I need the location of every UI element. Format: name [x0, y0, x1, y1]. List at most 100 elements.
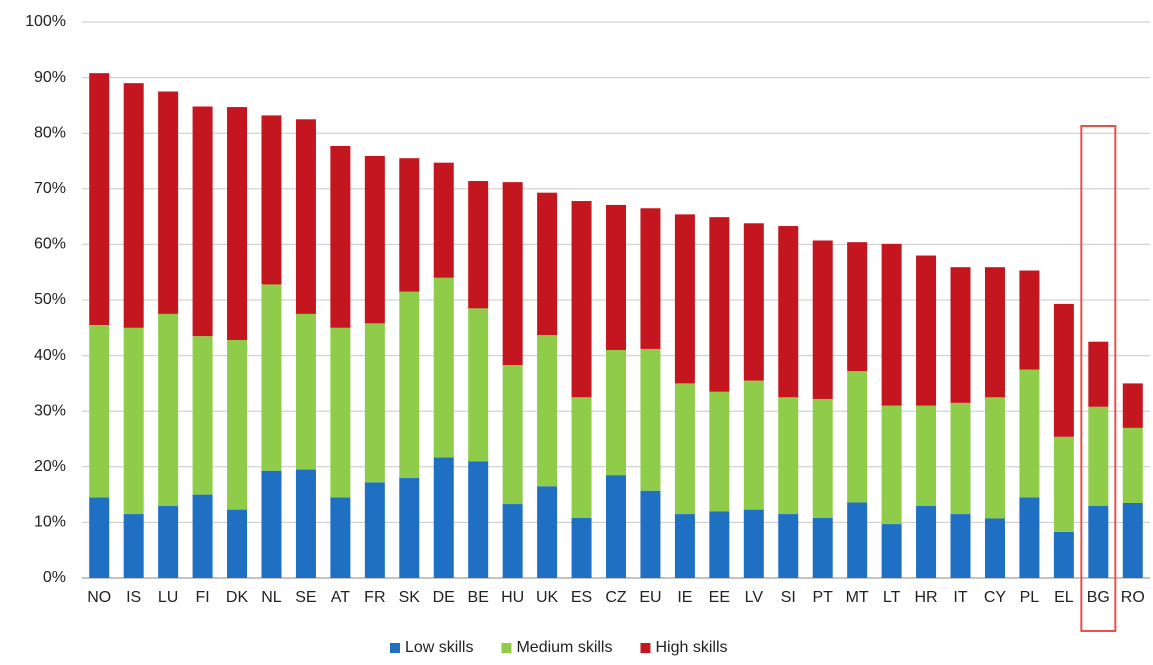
x-tick-label: PL [1020, 589, 1040, 606]
bar-segment [399, 477, 420, 578]
bar-segment [778, 397, 799, 515]
bar-segment [433, 277, 454, 458]
bar-segment [709, 391, 730, 512]
bar-segment [502, 182, 523, 366]
x-tick-label: EE [709, 589, 730, 606]
x-tick-label: RO [1121, 589, 1145, 606]
bar-segment [709, 511, 730, 578]
bar-segment [571, 517, 592, 578]
bar-segment [502, 504, 523, 578]
x-tick-label: SI [781, 589, 796, 606]
x-tick-label: PT [812, 589, 833, 606]
y-tick-label: 20% [34, 458, 66, 475]
bar-segment [1053, 303, 1074, 437]
bar-segment [295, 469, 316, 578]
x-tick-label: SE [295, 589, 316, 606]
bar-segment [916, 405, 937, 506]
bar-segment [916, 255, 937, 406]
bar-segment [812, 240, 833, 399]
y-tick-label: 80% [34, 124, 66, 141]
bar-segment [606, 204, 626, 351]
bar-segment [1088, 406, 1109, 506]
y-tick-label: 90% [34, 69, 66, 86]
bar-segment [330, 145, 351, 328]
x-tick-label: MT [846, 589, 869, 606]
bar-segment [606, 475, 626, 578]
bar-segment [502, 365, 523, 505]
bar-segment [1019, 270, 1040, 370]
bar-segment [399, 291, 420, 478]
bar-segment [158, 313, 179, 506]
bar-segment [1053, 436, 1074, 532]
bar-segment [330, 497, 351, 578]
bar-segment [812, 398, 833, 518]
bar-segment [881, 524, 902, 578]
legend-swatch [501, 643, 512, 653]
bar-segment [433, 162, 454, 278]
bar-segment [640, 490, 661, 578]
bar-segment [364, 323, 385, 483]
bar-segment [227, 509, 248, 578]
bar-segment [916, 505, 937, 578]
bar-segment [468, 461, 489, 578]
bar-segment [433, 457, 454, 578]
bar-segment [261, 115, 282, 285]
bar-segment [158, 505, 179, 578]
bar-segment [192, 336, 213, 495]
bar-segment [89, 325, 110, 498]
bar-segment [192, 494, 213, 578]
bar-segment [468, 308, 489, 462]
x-tick-label: UK [536, 589, 559, 606]
bar-segment [778, 226, 799, 398]
bar-segment [743, 509, 764, 578]
bar-segment [1088, 341, 1109, 407]
bar-segment [640, 208, 661, 349]
x-tick-label: LT [883, 589, 901, 606]
x-tick-label: EU [639, 589, 661, 606]
bar-segment [158, 91, 179, 314]
bar-segment [674, 514, 695, 578]
bar-segment [606, 350, 626, 476]
bar-segment [881, 405, 902, 525]
bar-segment [950, 402, 971, 515]
x-tick-label: DK [226, 589, 249, 606]
x-tick-label: IE [677, 589, 692, 606]
bar-segment [709, 217, 730, 392]
highlight-box [1080, 125, 1117, 632]
bar-segment [89, 497, 110, 578]
x-tick-label: CY [984, 589, 1007, 606]
bar-segment [261, 470, 282, 578]
x-tick-label: SK [399, 589, 421, 606]
bar-segment [847, 242, 868, 372]
x-tick-label: BG [1087, 589, 1110, 606]
bar-segment [295, 313, 316, 470]
bar-segment [261, 284, 282, 471]
bar-segment [364, 482, 385, 578]
x-tick-label: LU [158, 589, 178, 606]
bar-segment [537, 335, 558, 487]
x-tick-label: EL [1054, 589, 1074, 606]
bar-segment [743, 223, 764, 381]
x-tick-label: IT [953, 589, 967, 606]
y-tick-label: 50% [34, 291, 66, 308]
bar-segment [1088, 505, 1109, 578]
bar-segment [1019, 497, 1040, 578]
bar-segment [847, 371, 868, 503]
x-tick-label: FI [195, 589, 209, 606]
x-tick-label: LV [745, 589, 764, 606]
bar-segment [743, 380, 764, 510]
bar-segment [227, 340, 248, 510]
bar-segment [1122, 383, 1143, 428]
legend-label: Low skills [405, 639, 473, 656]
x-tick-label: DE [433, 589, 455, 606]
bar-segment [227, 107, 248, 341]
x-tick-label: AT [331, 589, 350, 606]
bar-segment [812, 517, 833, 578]
bar-segment [1122, 427, 1143, 503]
bar-segment [89, 73, 110, 326]
bar-segment [778, 514, 799, 578]
bar-segment [468, 181, 489, 309]
bar-segment [537, 486, 558, 578]
y-tick-label: 60% [34, 236, 66, 253]
